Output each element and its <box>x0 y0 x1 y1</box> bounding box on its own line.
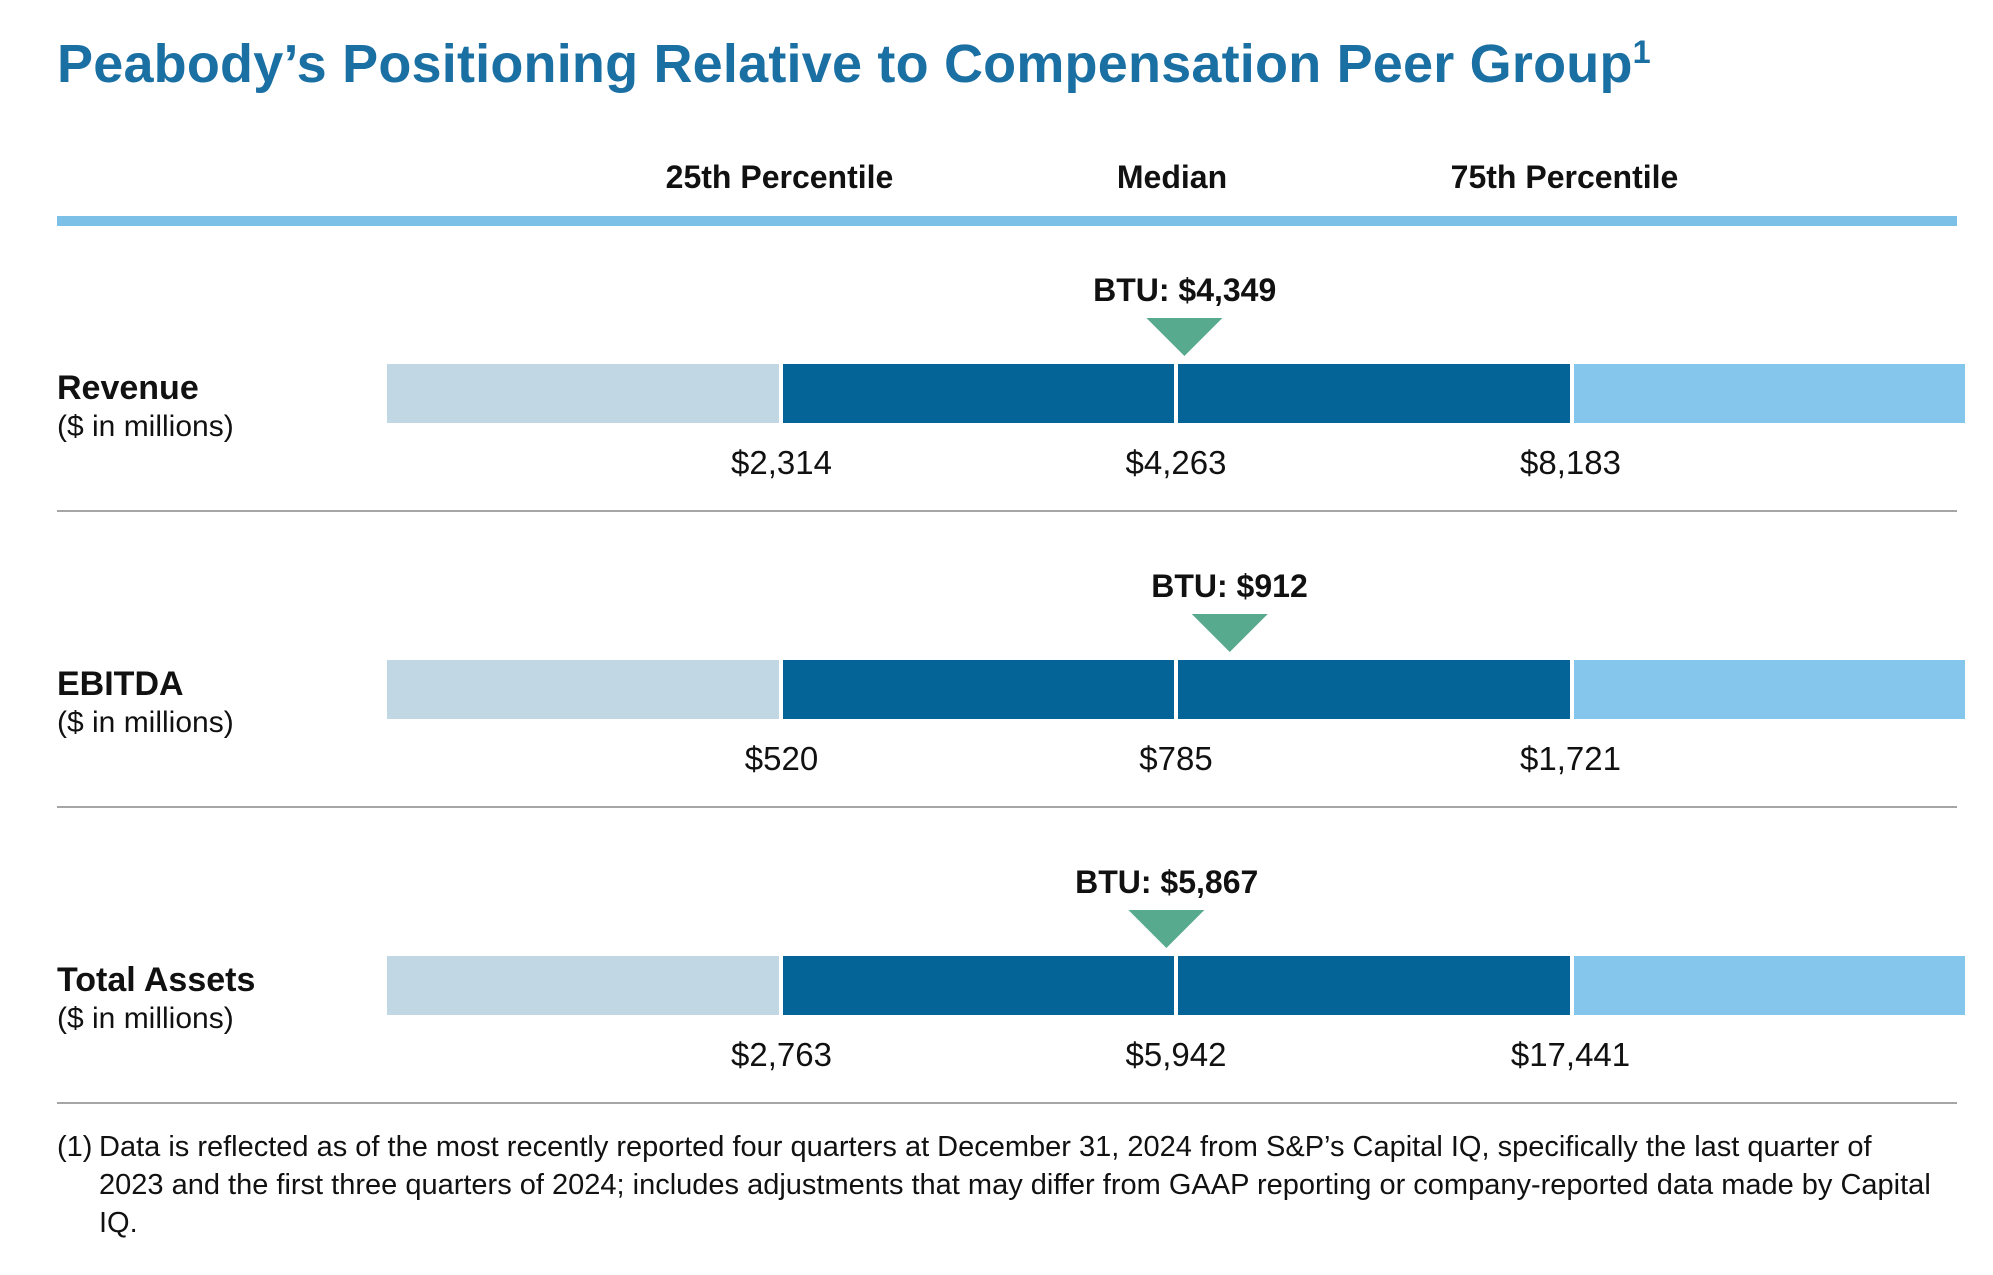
value-median: $4,263 <box>1125 444 1227 482</box>
column-header-median: Median <box>1116 159 1228 196</box>
down-triangle-icon <box>1191 614 1268 653</box>
quartile-bar-ebitda <box>387 660 1965 720</box>
value-75th-percentile: $8,183 <box>1520 444 1621 482</box>
segment-25th-to-median <box>782 956 1174 1016</box>
metric-name: Revenue <box>57 369 199 408</box>
column-header-25th-percentile: 25th Percentile <box>665 159 894 196</box>
segment-25th-to-median <box>782 364 1174 424</box>
btu-value-label: BTU: $4,349 <box>1093 272 1277 309</box>
metric-name: EBITDA <box>57 665 184 704</box>
segment-median-to-75th <box>1178 660 1570 720</box>
segment-median-to-75th <box>1178 364 1570 424</box>
segment-above-75th <box>1573 956 1965 1016</box>
btu-value-label: BTU: $912 <box>1151 568 1308 605</box>
value-labels-revenue: $2,314 $4,263 $8,183 <box>387 444 1965 484</box>
down-triangle-icon <box>1128 910 1205 949</box>
btu-marker-revenue: BTU: $4,349 <box>1093 272 1277 357</box>
segment-above-75th <box>1573 364 1965 424</box>
page-title: Peabody’s Positioning Relative to Compen… <box>57 33 1957 95</box>
footnote: (1) Data is reflected as of the most rec… <box>57 1128 1937 1242</box>
btu-marker-total-assets: BTU: $5,867 <box>1075 864 1259 949</box>
btu-value-label: BTU: $5,867 <box>1075 864 1259 901</box>
row-label-total-assets: Total Assets ($ in millions) <box>57 960 377 1038</box>
metric-units: ($ in millions) <box>57 410 234 444</box>
metric-row-revenue: Revenue ($ in millions) BTU: $4,349 $2,3… <box>57 226 1965 484</box>
segment-median-to-75th <box>1178 956 1570 1016</box>
metric-units: ($ in millions) <box>57 1002 234 1036</box>
page-title-text: Peabody’s Positioning Relative to Compen… <box>57 34 1633 94</box>
percentile-header-row: 25th Percentile Median 75th Percentile <box>387 159 1957 201</box>
bar-zone-ebitda: BTU: $912 $520 $785 $1,721 <box>387 552 1965 780</box>
value-25th-percentile: $2,314 <box>731 444 832 482</box>
row-label-ebitda: EBITDA ($ in millions) <box>57 664 377 742</box>
footnote-marker: (1) <box>57 1131 93 1164</box>
value-median: $785 <box>1139 740 1213 778</box>
btu-marker-ebitda: BTU: $912 <box>1151 568 1308 653</box>
value-labels-total-assets: $2,763 $5,942 $17,441 <box>387 1036 1965 1076</box>
quartile-bar-revenue <box>387 364 1965 424</box>
metric-row-total-assets: Total Assets ($ in millions) BTU: $5,867… <box>57 808 1965 1076</box>
value-25th-percentile: $520 <box>744 740 819 778</box>
marker-area: BTU: $5,867 <box>387 848 1965 949</box>
segment-below-25th <box>387 660 779 720</box>
value-labels-ebitda: $520 $785 $1,721 <box>387 740 1965 780</box>
row-label-revenue: Revenue ($ in millions) <box>57 368 377 446</box>
marker-area: BTU: $912 <box>387 552 1965 653</box>
segment-below-25th <box>387 956 779 1016</box>
segment-25th-to-median <box>782 660 1174 720</box>
value-25th-percentile: $2,763 <box>731 1036 832 1074</box>
quartile-bar-total-assets <box>387 956 1965 1016</box>
value-75th-percentile: $1,721 <box>1520 740 1621 778</box>
metric-units: ($ in millions) <box>57 706 234 740</box>
segment-below-25th <box>387 364 779 424</box>
row-divider <box>57 806 1957 809</box>
marker-area: BTU: $4,349 <box>387 256 1965 357</box>
footnote-text: Data is reflected as of the most recentl… <box>99 1131 1931 1240</box>
header-underline-rule <box>57 216 1957 227</box>
bar-zone-total-assets: BTU: $5,867 $2,763 $5,942 $17,441 <box>387 848 1965 1076</box>
row-divider <box>57 510 1957 513</box>
value-75th-percentile: $17,441 <box>1510 1036 1631 1074</box>
row-divider <box>57 1102 1957 1105</box>
down-triangle-icon <box>1146 318 1223 357</box>
title-footnote-superscript: 1 <box>1632 34 1651 70</box>
metric-name: Total Assets <box>57 961 256 1000</box>
value-median: $5,942 <box>1125 1036 1227 1074</box>
bar-zone-revenue: BTU: $4,349 $2,314 $4,263 $8,183 <box>387 256 1965 484</box>
column-header-75th-percentile: 75th Percentile <box>1450 159 1679 196</box>
segment-above-75th <box>1573 660 1965 720</box>
metric-row-ebitda: EBITDA ($ in millions) BTU: $912 $520 $7… <box>57 512 1965 780</box>
